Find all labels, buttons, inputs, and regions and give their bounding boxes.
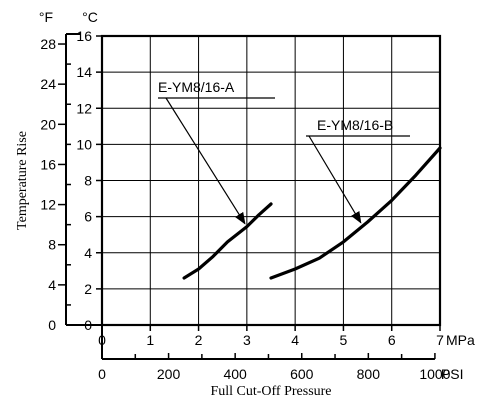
fahrenheit-tick-label: 4	[48, 277, 56, 293]
mpa-unit-label: MPa	[446, 332, 475, 348]
series-label-a: E-YM8/16-A	[158, 79, 235, 95]
series-layer	[182, 146, 442, 280]
series-line-b	[269, 146, 442, 280]
series-line-a	[182, 202, 273, 280]
x-axis-title: Full Cut-Off Pressure	[210, 384, 331, 399]
series-leader-line-a	[165, 97, 246, 225]
fahrenheit-tick-label: 8	[48, 237, 56, 253]
celsius-tick-label: 14	[76, 64, 92, 80]
psi-tick-label: 400	[223, 366, 247, 382]
psi-tick-label: 600	[290, 366, 314, 382]
psi-unit-label: PSI	[441, 366, 464, 382]
celsius-tick-label: 2	[84, 281, 92, 297]
celsius-tick-label: 0	[84, 317, 92, 333]
mpa-tick-label: 6	[388, 332, 396, 348]
y-axis-title: Temperature Rise	[15, 131, 30, 230]
celsius-tick-label: 8	[84, 173, 92, 189]
celsius-tick-label: 10	[76, 136, 92, 152]
psi-tick-label: 0	[98, 366, 106, 382]
fahrenheit-tick-label: 16	[40, 156, 56, 172]
celsius-tick-label: 16	[76, 28, 92, 44]
mpa-tick-label: 7	[436, 332, 444, 348]
mpa-tick-label: 0	[98, 332, 106, 348]
mpa-tick-label: 3	[243, 332, 251, 348]
celsius-tick-label: 6	[84, 209, 92, 225]
mpa-tick-label: 1	[146, 332, 154, 348]
series-leader-line-b	[308, 135, 362, 224]
psi-tick-label: 1000	[419, 366, 450, 382]
celsius-unit-label: °C	[82, 9, 98, 25]
mpa-axis-ticks: 0 1 2 3 4 5 6 7	[98, 325, 444, 348]
psi-tick-label: 800	[357, 366, 381, 382]
grid-lines	[102, 36, 440, 325]
celsius-axis-ticks: 0 2 4 6 8 10 12 14 16	[76, 28, 102, 333]
fahrenheit-tick-label: 24	[40, 76, 56, 92]
fahrenheit-tick-label: 0	[48, 317, 56, 333]
mpa-tick-label: 2	[195, 332, 203, 348]
series-label-b: E-YM8/16-B	[317, 117, 393, 133]
fahrenheit-tick-label: 12	[40, 197, 56, 213]
psi-axis-ticks: 0 200 400 600 800 1000	[98, 353, 451, 382]
series-annotations: E-YM8/16-A E-YM8/16-B	[158, 79, 410, 225]
mpa-tick-label: 4	[291, 332, 299, 348]
fahrenheit-tick-label: 28	[40, 36, 56, 52]
psi-tick-label: 200	[157, 366, 181, 382]
celsius-tick-label: 4	[84, 245, 92, 261]
fahrenheit-unit-label: °F	[39, 9, 53, 25]
mpa-tick-label: 5	[340, 332, 348, 348]
fahrenheit-tick-label: 20	[40, 116, 56, 132]
celsius-tick-label: 12	[76, 100, 92, 116]
